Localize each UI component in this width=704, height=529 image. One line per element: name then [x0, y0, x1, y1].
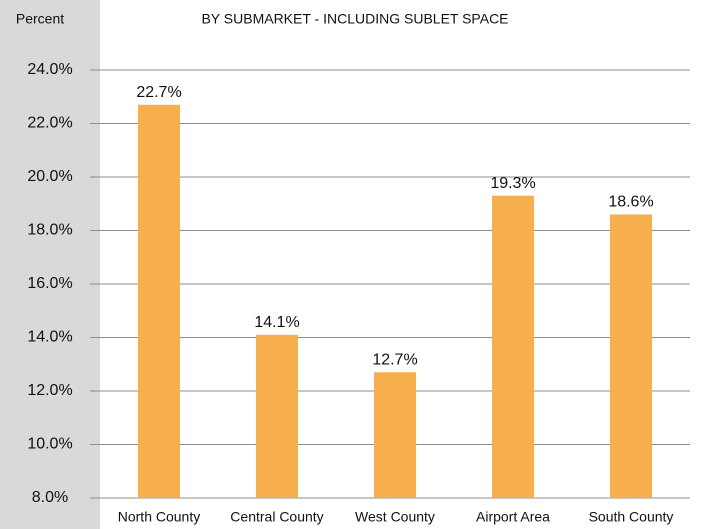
bar: [374, 372, 416, 498]
value-label: 12.7%: [372, 351, 417, 368]
y-tick-label: 20.0%: [27, 168, 72, 185]
x-tick-label: Central County: [230, 509, 323, 525]
chart-title: BY SUBMARKET - INCLUDING SUBLET SPACE: [201, 11, 508, 27]
x-tick-label: North County: [118, 509, 200, 525]
bar: [256, 334, 298, 498]
x-tick-label: South County: [589, 509, 674, 525]
y-tick-label: 24.0%: [27, 61, 72, 78]
y-tick-label: 8.0%: [32, 489, 68, 506]
y-tick-label: 14.0%: [27, 329, 72, 346]
value-label: 19.3%: [490, 175, 535, 192]
y-axis-label: Percent: [16, 11, 64, 27]
value-label: 18.6%: [608, 194, 653, 211]
y-tick-label: 18.0%: [27, 222, 72, 239]
bar: [138, 104, 180, 499]
bar: [492, 195, 534, 498]
bar: [610, 214, 652, 498]
x-tick-label: West County: [355, 509, 435, 525]
y-tick-label: 10.0%: [27, 436, 72, 453]
y-tick-label: 12.0%: [27, 382, 72, 399]
x-tick-label: Airport Area: [476, 509, 550, 525]
y-tick-label: 16.0%: [27, 275, 72, 292]
axis-panel: [0, 0, 100, 529]
y-tick-label: 22.0%: [27, 115, 72, 132]
value-label: 14.1%: [254, 314, 299, 331]
value-label: 22.7%: [136, 84, 181, 101]
